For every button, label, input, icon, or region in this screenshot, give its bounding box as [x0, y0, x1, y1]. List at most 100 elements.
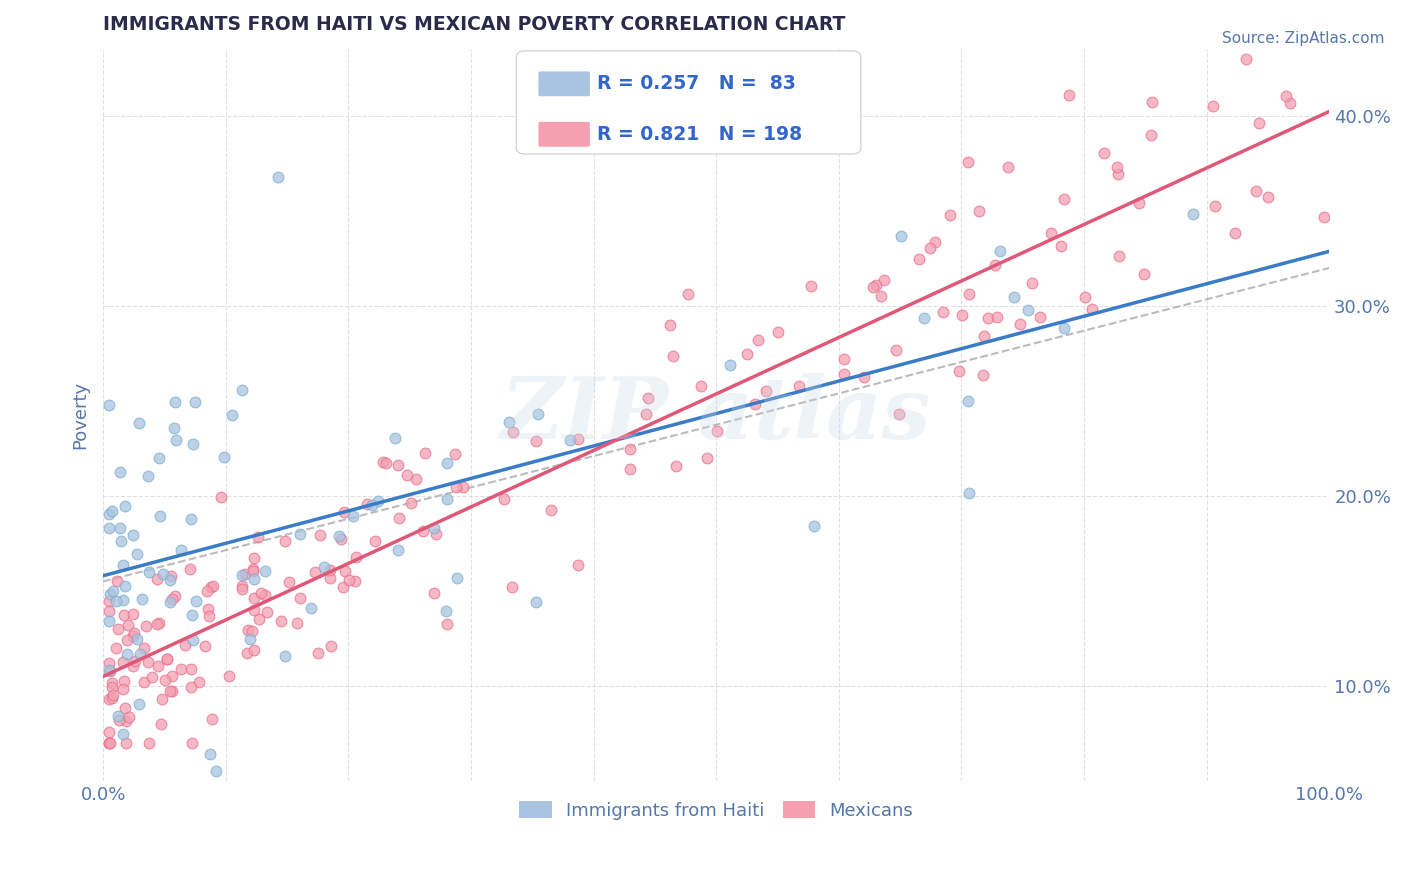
Point	[159, 594, 181, 608]
Point	[122, 625, 145, 640]
Point	[890, 228, 912, 243]
Point	[619, 442, 641, 457]
Point	[105, 574, 128, 588]
Point	[950, 308, 973, 322]
Point	[187, 675, 209, 690]
Point	[101, 680, 124, 694]
Point	[111, 655, 134, 669]
Point	[1092, 146, 1115, 161]
Point	[1181, 207, 1204, 221]
Point	[238, 623, 260, 637]
Point	[118, 709, 141, 723]
Point	[103, 584, 125, 599]
Point	[527, 407, 550, 421]
Point	[115, 714, 138, 728]
Point	[319, 563, 342, 577]
Point	[231, 568, 253, 582]
Point	[209, 490, 232, 504]
Point	[107, 622, 129, 636]
Point	[997, 160, 1019, 174]
Point	[498, 415, 520, 429]
Point	[212, 450, 235, 464]
Point	[492, 492, 515, 507]
Point	[111, 558, 134, 573]
Point	[231, 579, 253, 593]
Point	[98, 692, 121, 706]
Point	[619, 462, 641, 476]
Point	[165, 395, 187, 409]
Point	[98, 594, 121, 608]
Point	[412, 524, 434, 538]
Point	[1257, 190, 1279, 204]
Point	[332, 580, 354, 594]
Point	[122, 629, 145, 643]
Point	[984, 258, 1007, 272]
Point	[307, 647, 329, 661]
Point	[98, 663, 121, 677]
Point	[98, 604, 121, 618]
Point	[100, 675, 122, 690]
Point	[101, 504, 124, 518]
Point	[114, 499, 136, 513]
Point	[146, 617, 169, 632]
Point	[862, 280, 884, 294]
Point	[243, 603, 266, 617]
Point	[128, 416, 150, 430]
Point	[156, 652, 179, 666]
Point	[267, 170, 290, 185]
Point	[920, 241, 942, 255]
Point	[524, 595, 547, 609]
Point	[180, 512, 202, 526]
Point	[865, 278, 887, 293]
Point	[356, 497, 378, 511]
Point	[146, 572, 169, 586]
Point	[98, 656, 121, 670]
Point	[198, 747, 221, 761]
Text: Source: ZipAtlas.com: Source: ZipAtlas.com	[1222, 31, 1385, 46]
Point	[242, 561, 264, 575]
Point	[98, 398, 121, 412]
Point	[277, 574, 299, 589]
Point	[659, 318, 682, 332]
Point	[344, 550, 367, 565]
Point	[718, 358, 741, 372]
FancyBboxPatch shape	[538, 71, 591, 96]
Point	[114, 701, 136, 715]
Point	[755, 384, 778, 398]
Point	[122, 607, 145, 621]
Point	[319, 639, 342, 653]
Point	[181, 632, 204, 647]
Point	[787, 379, 810, 393]
Point	[112, 673, 135, 688]
Point	[1249, 116, 1271, 130]
Point	[434, 604, 457, 618]
Point	[110, 533, 132, 548]
Point	[399, 496, 422, 510]
Point	[1275, 89, 1298, 103]
Point	[567, 432, 589, 446]
Point	[254, 564, 277, 578]
Point	[170, 543, 193, 558]
Point	[117, 617, 139, 632]
Point	[155, 673, 177, 687]
Point	[184, 395, 207, 409]
Point	[98, 521, 121, 535]
Point	[181, 437, 204, 451]
Text: ZIP atlas: ZIP atlas	[501, 374, 931, 457]
Point	[1039, 227, 1062, 241]
Point	[114, 578, 136, 592]
Text: IMMIGRANTS FROM HAITI VS MEXICAN POVERTY CORRELATION CHART: IMMIGRANTS FROM HAITI VS MEXICAN POVERTY…	[103, 15, 845, 34]
Point	[138, 566, 160, 580]
Point	[425, 527, 447, 541]
Point	[132, 674, 155, 689]
Point	[149, 508, 172, 523]
Point	[990, 244, 1012, 258]
Point	[766, 325, 789, 339]
Point	[115, 648, 138, 662]
Point	[1244, 184, 1267, 198]
Point	[159, 684, 181, 698]
Point	[290, 526, 312, 541]
Point	[98, 736, 121, 750]
Point	[141, 670, 163, 684]
Point	[977, 311, 1000, 326]
